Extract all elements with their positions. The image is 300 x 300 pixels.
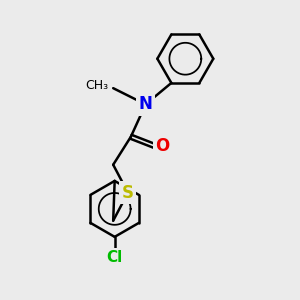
Text: N: N [139, 95, 152, 113]
Text: S: S [122, 184, 134, 202]
Text: Cl: Cl [106, 250, 123, 265]
Text: O: O [155, 136, 170, 154]
Text: CH₃: CH₃ [85, 79, 109, 92]
